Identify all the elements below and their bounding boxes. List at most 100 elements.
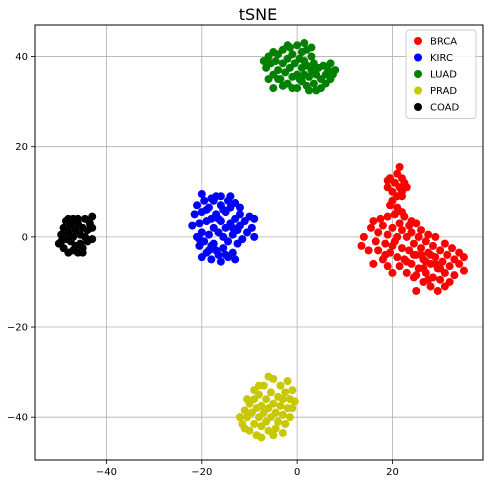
data-point-kirc (219, 205, 228, 214)
data-point-coad (78, 248, 87, 257)
data-point-luad (269, 84, 278, 93)
data-point-brca (424, 230, 433, 239)
data-point-kirc (235, 203, 244, 212)
data-point-kirc (190, 210, 199, 219)
data-point-brca (383, 176, 392, 185)
data-point-brca (369, 217, 378, 226)
data-point-brca (436, 264, 445, 273)
data-point-kirc (197, 228, 206, 237)
data-point-prad (243, 395, 252, 404)
data-point-prad (278, 395, 287, 404)
data-point-luad (307, 43, 316, 52)
data-point-kirc (224, 237, 233, 246)
data-point-kirc (247, 223, 256, 232)
data-point-brca (395, 162, 404, 171)
data-point-kirc (202, 248, 211, 257)
data-point-brca (397, 226, 406, 235)
data-point-prad (262, 395, 271, 404)
data-point-brca (409, 239, 418, 248)
legend-label-luad: LUAD (430, 70, 457, 81)
legend-label-prad: PRAD (430, 86, 457, 97)
data-point-brca (402, 268, 411, 277)
y-tick-label: 20 (15, 142, 28, 153)
data-point-luad (278, 81, 287, 90)
data-point-brca (421, 237, 430, 246)
data-point-kirc (207, 255, 216, 264)
data-point-brca (402, 257, 411, 266)
data-point-kirc (221, 250, 230, 259)
data-point-brca (359, 232, 368, 241)
data-point-prad (276, 381, 285, 390)
data-point-prad (257, 433, 266, 442)
legend-marker-kirc (414, 53, 422, 62)
data-point-kirc (207, 241, 216, 250)
data-point-brca (388, 223, 397, 232)
data-point-luad (293, 41, 302, 50)
data-point-coad (88, 235, 97, 244)
data-point-brca (376, 214, 385, 223)
data-point-prad (235, 413, 244, 422)
data-point-prad (276, 401, 285, 410)
data-point-prad (245, 426, 254, 435)
data-point-prad (278, 410, 287, 419)
data-point-kirc (226, 192, 235, 201)
data-point-brca (428, 241, 437, 250)
data-point-prad (281, 419, 290, 428)
data-point-brca (381, 239, 390, 248)
data-point-prad (271, 408, 280, 417)
data-point-prad (271, 424, 280, 433)
legend-marker-brca (414, 37, 422, 45)
data-point-luad (331, 66, 340, 75)
legend-marker-coad (414, 103, 422, 111)
data-point-brca (419, 264, 428, 273)
data-point-luad (288, 50, 297, 59)
data-point-brca (409, 250, 418, 259)
data-point-brca (459, 266, 468, 275)
legend-label-brca: BRCA (430, 37, 457, 48)
data-point-luad (271, 57, 280, 66)
chart-title: tSNE (239, 5, 278, 24)
data-point-brca (459, 253, 468, 262)
y-tick-label: −20 (7, 323, 28, 334)
legend: BRCA KIRC LUAD PRAD COAD (405, 29, 477, 119)
data-point-brca (395, 219, 404, 228)
data-point-luad (307, 52, 316, 61)
data-point-brca (443, 250, 452, 259)
legend-box (405, 29, 477, 119)
data-point-brca (393, 253, 402, 262)
data-point-brca (414, 232, 423, 241)
x-tick-label: −20 (191, 467, 212, 478)
data-point-prad (290, 397, 299, 406)
y-tick-label: 0 (22, 232, 28, 243)
data-point-coad (88, 223, 97, 232)
x-tick-label: −40 (96, 467, 117, 478)
data-point-coad (69, 246, 78, 255)
data-point-prad (269, 431, 278, 440)
data-point-brca (402, 183, 411, 192)
data-point-luad (264, 75, 273, 84)
data-point-kirc (235, 210, 244, 219)
data-point-luad (295, 75, 304, 84)
data-point-prad (274, 417, 283, 426)
data-point-luad (305, 86, 314, 95)
data-point-kirc (250, 214, 259, 223)
data-point-kirc (250, 232, 259, 241)
data-point-prad (266, 388, 275, 397)
data-point-prad (255, 381, 263, 390)
data-point-brca (438, 257, 447, 266)
data-point-brca (397, 244, 406, 253)
data-point-brca (431, 232, 440, 241)
data-point-kirc (204, 230, 213, 239)
y-tick-label: 40 (15, 52, 28, 63)
data-point-brca (364, 246, 373, 255)
data-point-brca (371, 237, 380, 246)
data-point-brca (393, 203, 402, 212)
data-point-brca (388, 241, 397, 250)
data-point-kirc (238, 235, 247, 244)
data-point-coad (57, 237, 66, 246)
data-point-prad (278, 428, 287, 437)
legend-marker-luad (414, 70, 422, 78)
data-point-kirc (228, 223, 237, 232)
y-tick-label: −40 (7, 413, 28, 424)
